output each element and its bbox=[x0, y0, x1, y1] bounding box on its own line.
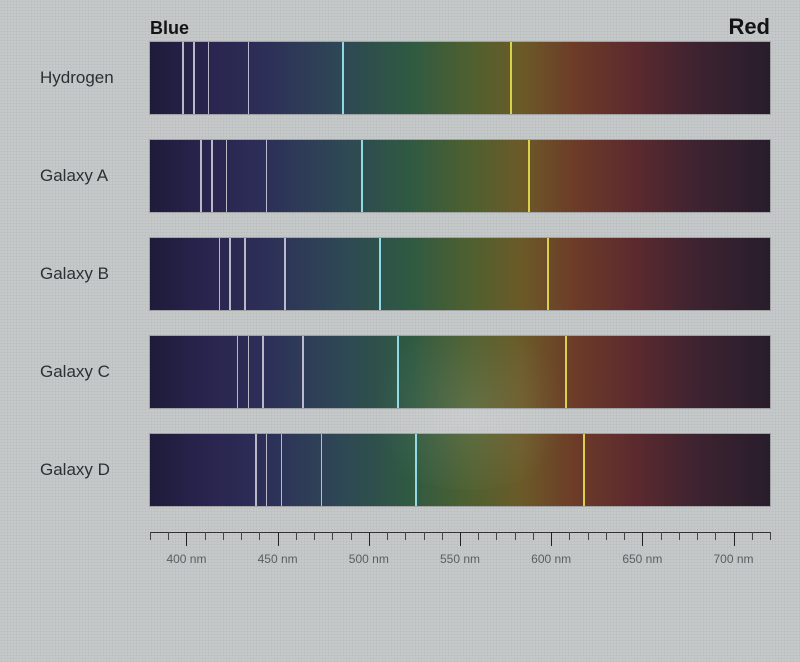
tick-minor bbox=[259, 532, 260, 540]
spectral-line bbox=[248, 42, 250, 114]
spectrum-bar bbox=[150, 238, 770, 310]
spectral-line bbox=[583, 434, 585, 506]
tick-minor bbox=[387, 532, 388, 540]
spectral-line bbox=[200, 140, 202, 212]
spectral-line bbox=[219, 238, 221, 310]
spectral-line bbox=[248, 336, 250, 408]
spectral-line bbox=[255, 434, 257, 506]
tick-major bbox=[278, 532, 279, 546]
axis-tick-label: 550 nm bbox=[440, 552, 480, 566]
red-end-label: Red bbox=[728, 14, 770, 40]
tick-major bbox=[551, 532, 552, 546]
tick-minor bbox=[241, 532, 242, 540]
spectral-line bbox=[211, 140, 213, 212]
tick-minor bbox=[588, 532, 589, 540]
spectral-line bbox=[266, 434, 268, 506]
wavelength-axis: 400 nm 450 nm 500 nm 550 nm 600 nm 650 nm 700 … bbox=[150, 532, 770, 568]
spectral-line bbox=[342, 42, 344, 114]
spectrum-row: Galaxy D bbox=[40, 434, 770, 506]
tick-minor bbox=[314, 532, 315, 540]
tick-major bbox=[734, 532, 735, 546]
spectral-line bbox=[281, 434, 283, 506]
spectrum-bar bbox=[150, 140, 770, 212]
tick-minor bbox=[661, 532, 662, 540]
spectrum-row: Galaxy B bbox=[40, 238, 770, 310]
spectral-line bbox=[528, 140, 530, 212]
tick-minor bbox=[351, 532, 352, 540]
tick-minor bbox=[515, 532, 516, 540]
spectrum-gradient bbox=[150, 140, 770, 212]
axis-tick-label: 500 nm bbox=[349, 552, 389, 566]
spectral-line bbox=[415, 434, 417, 506]
tick-minor bbox=[405, 532, 406, 540]
spectrum-row: Hydrogen bbox=[40, 42, 770, 114]
spectral-line bbox=[193, 42, 195, 114]
row-label: Galaxy D bbox=[40, 460, 150, 480]
tick-minor bbox=[168, 532, 169, 540]
spectral-line bbox=[547, 238, 549, 310]
axis-tick-label: 700 nm bbox=[714, 552, 754, 566]
tick-minor bbox=[624, 532, 625, 540]
tick-minor bbox=[424, 532, 425, 540]
row-label: Galaxy A bbox=[40, 166, 150, 186]
tick-major bbox=[186, 532, 187, 546]
spectral-line bbox=[361, 140, 363, 212]
spectral-line bbox=[379, 238, 381, 310]
tick-minor bbox=[533, 532, 534, 540]
tick-minor bbox=[223, 532, 224, 540]
spectral-line bbox=[284, 238, 286, 310]
spectral-line bbox=[229, 238, 231, 310]
spectrum-gradient bbox=[150, 336, 770, 408]
spectral-line bbox=[565, 336, 567, 408]
spectral-line bbox=[262, 336, 264, 408]
spectra-chart: Blue Red Hydrogen Galaxy A Galaxy B Galaxy … bbox=[40, 14, 770, 568]
row-label: Hydrogen bbox=[40, 68, 150, 88]
tick-minor bbox=[150, 532, 151, 540]
spectral-line bbox=[208, 42, 210, 114]
tick-minor bbox=[296, 532, 297, 540]
spectral-line bbox=[321, 434, 323, 506]
tick-minor bbox=[569, 532, 570, 540]
spectral-line bbox=[244, 238, 246, 310]
spectral-line bbox=[510, 42, 512, 114]
tick-minor bbox=[715, 532, 716, 540]
spectrum-gradient bbox=[150, 434, 770, 506]
tick-minor bbox=[606, 532, 607, 540]
spectrum-gradient bbox=[150, 238, 770, 310]
row-label: Galaxy B bbox=[40, 264, 150, 284]
axis-tick-label: 400 nm bbox=[166, 552, 206, 566]
axis-tick-label: 650 nm bbox=[622, 552, 662, 566]
tick-minor bbox=[442, 532, 443, 540]
spectrum-row: Galaxy C bbox=[40, 336, 770, 408]
tick-minor bbox=[697, 532, 698, 540]
spectra-rows: Hydrogen Galaxy A Galaxy B Galaxy C Galaxy D bbox=[40, 42, 770, 506]
tick-major bbox=[460, 532, 461, 546]
row-label: Galaxy C bbox=[40, 362, 150, 382]
spectral-line bbox=[237, 336, 239, 408]
spectral-line bbox=[266, 140, 268, 212]
tick-minor bbox=[496, 532, 497, 540]
axis-tick-label: 600 nm bbox=[531, 552, 571, 566]
spectral-line bbox=[182, 42, 184, 114]
tick-minor bbox=[770, 532, 771, 540]
tick-minor bbox=[478, 532, 479, 540]
tick-minor bbox=[205, 532, 206, 540]
spectrum-bar bbox=[150, 434, 770, 506]
tick-minor bbox=[752, 532, 753, 540]
spectral-line bbox=[397, 336, 399, 408]
tick-minor bbox=[679, 532, 680, 540]
tick-major bbox=[642, 532, 643, 546]
spectrum-row: Galaxy A bbox=[40, 140, 770, 212]
spectrum-gradient bbox=[150, 42, 770, 114]
tick-major bbox=[369, 532, 370, 546]
end-labels: Blue Red bbox=[150, 14, 770, 42]
spectral-line bbox=[226, 140, 228, 212]
blue-end-label: Blue bbox=[150, 18, 189, 39]
tick-minor bbox=[332, 532, 333, 540]
spectrum-bar bbox=[150, 42, 770, 114]
spectral-line bbox=[302, 336, 304, 408]
spectrum-bar bbox=[150, 336, 770, 408]
axis-tick-label: 450 nm bbox=[258, 552, 298, 566]
